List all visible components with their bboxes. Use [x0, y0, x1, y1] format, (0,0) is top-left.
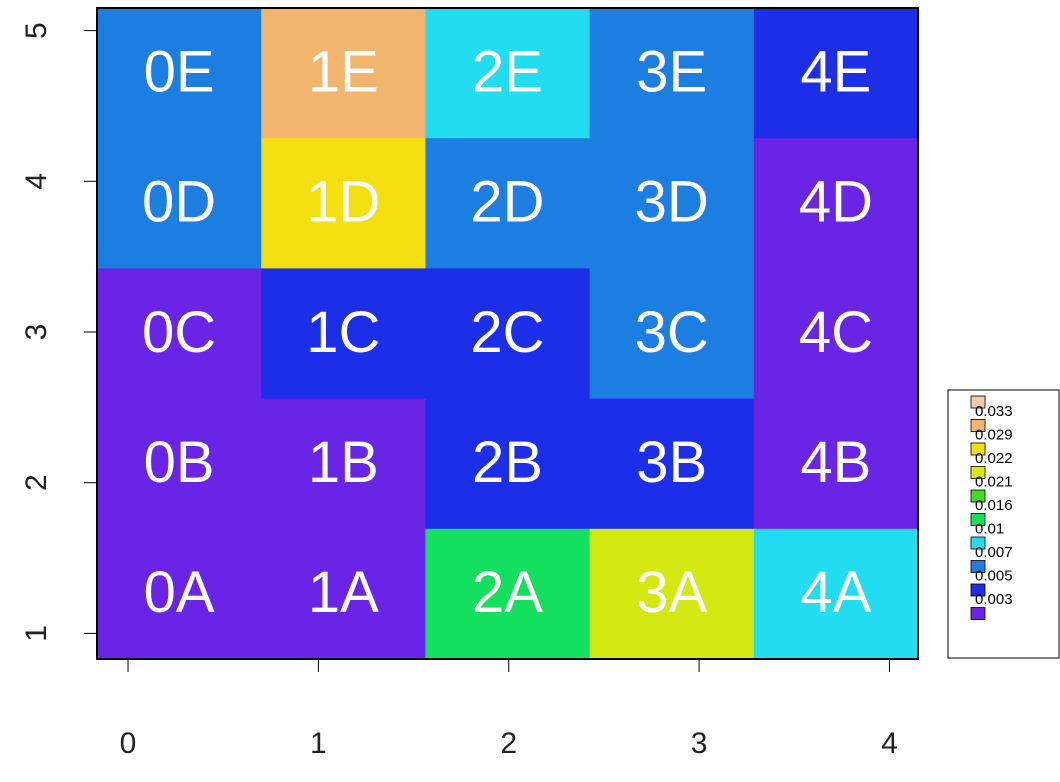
- cell: [425, 8, 591, 139]
- legend-swatch: [970, 536, 986, 550]
- cell-label: 2B: [472, 430, 543, 495]
- plot-frame: [96, 7, 919, 660]
- cell: [261, 528, 426, 660]
- cell: [753, 398, 919, 530]
- x-tick-label: 4: [881, 727, 898, 760]
- legend-label: 0.029: [975, 426, 1013, 443]
- cell: [425, 138, 591, 269]
- legend-swatch: [970, 513, 986, 526]
- legend-swatch: [970, 607, 986, 620]
- cell: [97, 8, 262, 139]
- cell-label: 0C: [142, 300, 216, 365]
- cell: [425, 528, 591, 660]
- cell: [261, 398, 426, 530]
- y-tick-label: 3: [20, 324, 53, 341]
- cell-label: 4B: [800, 430, 871, 495]
- cell: [753, 8, 919, 139]
- cell-label: 2C: [470, 300, 544, 365]
- legend-label: 0.021: [975, 473, 1013, 490]
- y-tick-label: 4: [20, 173, 53, 190]
- y-tick-label: 1: [20, 625, 53, 642]
- cell-label: 0D: [142, 170, 216, 235]
- cell: [753, 138, 919, 269]
- cell: [425, 268, 591, 400]
- cell-label: 4E: [800, 39, 871, 104]
- legend-swatch: [970, 489, 986, 503]
- cell-label: 3A: [636, 560, 707, 625]
- cell-label: 4A: [800, 560, 871, 625]
- cell-label: 0E: [144, 39, 215, 104]
- cell-label: 4D: [799, 170, 873, 235]
- y-tick-label: 5: [20, 22, 53, 39]
- cell-label: 1B: [308, 430, 379, 495]
- legend-swatch: [970, 419, 986, 432]
- x-tick-label: 3: [691, 727, 708, 760]
- legend-label: 0.003: [975, 591, 1013, 608]
- cell-label: 1E: [308, 39, 379, 104]
- cell: [589, 138, 755, 269]
- cell-label: 4C: [799, 300, 873, 365]
- legend-swatch: [970, 395, 986, 409]
- cell: [753, 268, 919, 400]
- cell-label: 3E: [636, 39, 707, 104]
- cell: [261, 8, 426, 139]
- legend-label: 0.016: [975, 497, 1013, 514]
- cell-label: 1C: [306, 300, 380, 365]
- legend-label: 0.01: [975, 520, 1004, 537]
- cell: [97, 398, 262, 530]
- x-tick-label: 2: [500, 727, 517, 760]
- legend-label: 0.033: [975, 403, 1013, 420]
- legend-box: [947, 389, 1060, 659]
- legend-label: 0.007: [975, 544, 1013, 561]
- cell: [97, 528, 262, 660]
- cell: [261, 138, 426, 269]
- cell-label: 3D: [635, 170, 709, 235]
- cell-label: 0B: [144, 430, 215, 495]
- cell: [589, 268, 755, 400]
- cell: [589, 398, 755, 530]
- cell-label: 3C: [635, 300, 709, 365]
- y-tick-label: 2: [20, 474, 53, 491]
- legend-label: 0.022: [975, 450, 1013, 467]
- cell-label: 3B: [636, 430, 707, 495]
- legend-swatch: [970, 560, 986, 573]
- cell-label: 1A: [308, 560, 379, 625]
- cell: [97, 138, 262, 269]
- cell: [261, 268, 426, 400]
- cell-label: 2D: [470, 170, 544, 235]
- cell: [753, 528, 919, 660]
- cell: [97, 268, 262, 400]
- cell: [589, 8, 755, 139]
- heatmap: [97, 8, 919, 660]
- cell-label: 2A: [472, 560, 543, 625]
- cell-label: 2E: [472, 39, 543, 104]
- cell-label: 1D: [306, 170, 380, 235]
- cell-label: 0A: [144, 560, 215, 625]
- cell: [589, 528, 755, 660]
- cell: [425, 398, 591, 530]
- legend-swatch: [970, 466, 986, 479]
- legend-swatch: [970, 583, 986, 597]
- legend-swatch: [970, 442, 986, 456]
- x-tick-label: 1: [310, 727, 327, 760]
- legend-label: 0.005: [975, 567, 1013, 584]
- x-tick-label: 0: [120, 727, 137, 760]
